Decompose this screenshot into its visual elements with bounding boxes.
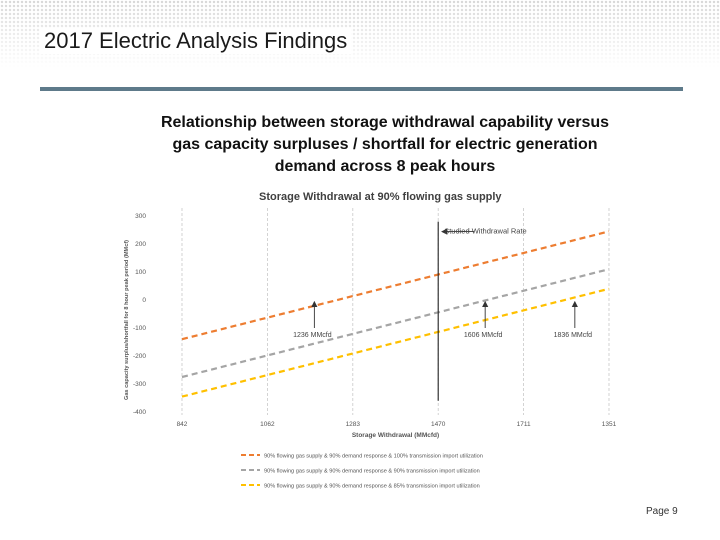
y-tick-label: 100 (135, 269, 146, 276)
y-tick-label: -200 (133, 353, 146, 360)
x-tick-label: 1470 (431, 421, 446, 428)
title-divider (40, 87, 683, 91)
y-tick-label: 300 (135, 213, 146, 220)
x-tick-label: 1283 (346, 421, 361, 428)
legend-entry: 90% flowing gas supply & 90% demand resp… (264, 454, 483, 460)
caption-line-2: gas capacity surpluses / shortfall for e… (172, 136, 598, 153)
series-line-90pct (181, 268, 610, 379)
studied-withdrawal-rate-label: Studied Withdrawal Rate (444, 227, 527, 236)
x-axis-label: Storage Withdrawal (MMcfd) (352, 432, 439, 439)
y-tick-label: 0 (142, 297, 146, 304)
caption-line-3: demand across 8 peak hours (274, 158, 496, 175)
series-line-85pct (181, 287, 610, 398)
line-chart: Storage Withdrawal at 90% flowing gas su… (124, 191, 617, 490)
series-line-100pct (181, 230, 610, 341)
chart-image: Storage Withdrawal at 90% flowing gas su… (112, 183, 635, 495)
y-tick-label: -400 (133, 409, 146, 416)
legend-entry: 90% flowing gas supply & 90% demand resp… (264, 484, 480, 490)
x-tick-label: 1351 (602, 421, 617, 428)
breakeven-label: 1836 MMcfd (554, 332, 593, 339)
x-tick-label: 1062 (260, 421, 275, 428)
page-number: Page 9 (646, 506, 678, 517)
caption-line-1: Relationship between storage withdrawal … (160, 114, 610, 131)
x-tick-label: 842 (177, 421, 188, 428)
y-tick-label: -100 (133, 325, 146, 332)
y-tick-label: -300 (133, 381, 146, 388)
y-tick-label: 200 (135, 241, 146, 248)
slide-title: 2017 Electric Analysis Findings (40, 28, 352, 54)
breakeven-label: 1236 MMcfd (293, 332, 332, 339)
legend-entry: 90% flowing gas supply & 90% demand resp… (264, 469, 480, 475)
breakeven-label: 1606 MMcfd (464, 332, 503, 339)
x-tick-label: 1711 (517, 421, 531, 428)
chart-title: Storage Withdrawal at 90% flowing gas su… (259, 191, 502, 203)
chart-caption: Relationship between storage withdrawal … (120, 112, 650, 178)
y-axis-label: Gas capacity surplus/shortfall for 8 hou… (124, 240, 130, 400)
